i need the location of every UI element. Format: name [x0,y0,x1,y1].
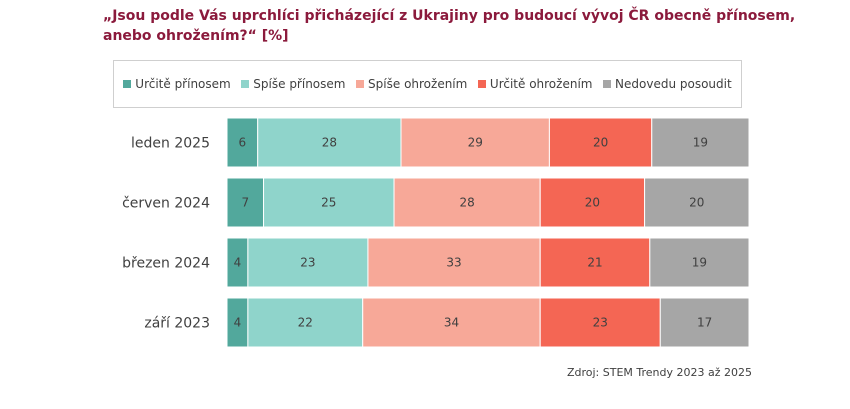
data-label: 20 [585,196,600,210]
chart-title: „Jsou podle Vás uprchlíci přicházející z… [103,8,796,44]
legend-item: Nedovedu posoudit [603,77,732,91]
bar-segment [362,297,541,348]
legend-label: Určitě přínosem [135,77,231,91]
bar-segment [649,237,750,288]
data-label: 33 [446,256,461,270]
bar-segment [367,237,541,288]
source-note: Zdroj: STEM Trendy 2023 až 2025 [566,366,752,379]
bar-segment [548,117,653,168]
bar-segment [226,177,265,228]
category-label: březen 2024 [122,256,210,272]
bar-segment [393,177,541,228]
data-label: 17 [697,316,712,330]
data-label: 25 [321,196,336,210]
bar-segment [659,297,750,348]
legend-label: Nedovedu posoudit [615,77,732,91]
category-label: září 2023 [144,316,210,332]
category-label: leden 2025 [131,136,210,152]
bar-segment [651,117,750,168]
bar-segment [247,237,369,288]
legend-swatch [356,80,365,88]
bar-segment [257,117,402,168]
legend-swatch [477,80,486,88]
legend-item: Spíše ohrožením [356,77,467,91]
data-label: 23 [593,316,608,330]
legend-item: Spíše přínosem [241,77,345,91]
category-label: červen 2024 [122,196,210,212]
data-label: 20 [689,196,704,210]
data-label: 4 [234,256,242,270]
chart-legend: Určitě přínosem Spíše přínosem Spíše ohrož… [113,60,742,108]
data-label: 7 [241,196,249,210]
legend-swatch [123,80,132,88]
data-label: 20 [593,136,608,150]
data-label: 4 [234,316,242,330]
legend-swatch [241,80,250,88]
legend-item: Určitě přínosem [123,77,231,91]
bar-segment [539,237,651,288]
bar-segment [539,177,646,228]
data-label: 23 [300,256,315,270]
legend-item: Určitě ohrožením [477,77,593,91]
data-label: 29 [468,136,483,150]
legend-label: Určitě ohrožením [489,77,593,91]
data-label: 22 [298,316,313,330]
legend-label: Spíše přínosem [253,77,346,91]
data-label: 28 [459,196,474,210]
bar-segment [247,297,364,348]
bar-segment [263,177,395,228]
data-label: 34 [444,316,459,330]
bar-segment [400,117,550,168]
data-label: 6 [239,136,247,150]
legend-label: Spíše ohrožením [368,77,468,91]
data-label: 19 [692,256,707,270]
data-label: 21 [587,256,602,270]
data-label: 28 [322,136,337,150]
data-label: 19 [693,136,708,150]
bar-segment [644,177,750,228]
legend-swatch [603,80,612,88]
